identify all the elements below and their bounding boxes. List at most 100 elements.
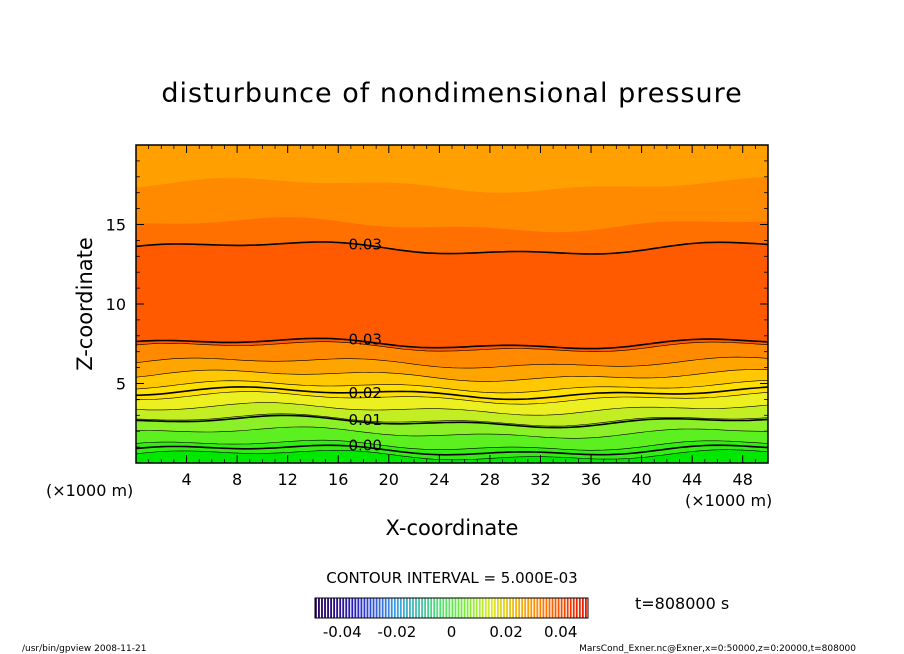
chart-title: disturbunce of nondimensional pressure xyxy=(161,78,742,109)
x-tick-label: 40 xyxy=(631,470,651,489)
colorbar-cell xyxy=(372,598,375,618)
colorbar-cell xyxy=(575,598,578,618)
colorbar-cell xyxy=(439,598,442,618)
colorbar-cell xyxy=(545,598,548,618)
colorbar-cell xyxy=(487,598,490,618)
x-unit-right: (×1000 m) xyxy=(685,491,772,510)
contour-line xyxy=(136,341,768,352)
colorbar-cell xyxy=(460,598,463,618)
colorbar-cell xyxy=(472,598,475,618)
colorbar-cell xyxy=(572,598,575,618)
colorbar-cell xyxy=(442,598,445,618)
colorbar-cell xyxy=(424,598,427,618)
colorbar-cell xyxy=(490,598,493,618)
colorbar-cell xyxy=(369,598,372,618)
contour-interval: CONTOUR INTERVAL = 5.000E-03 xyxy=(326,569,577,587)
colorbar-cell xyxy=(333,598,336,618)
colorbar-cell xyxy=(475,598,478,618)
x-axis-label: X-coordinate xyxy=(386,516,519,540)
colorbar-cell xyxy=(548,598,551,618)
contour-line xyxy=(136,439,768,451)
colorbar-tick-label: -0.02 xyxy=(377,623,416,641)
colorbar-cell xyxy=(396,598,399,618)
colorbar-cell xyxy=(421,598,423,618)
x-tick-label: 20 xyxy=(379,470,399,489)
x-unit-left: (×1000 m) xyxy=(46,481,133,500)
colorbar-cell xyxy=(533,598,536,618)
x-tick-label: 16 xyxy=(328,470,348,489)
colorbar-tick-label: 0.02 xyxy=(489,623,522,641)
contour-band xyxy=(136,241,768,352)
colorbar-cell xyxy=(536,598,539,618)
colorbar-tick-label: 0.04 xyxy=(544,623,577,641)
contour-line xyxy=(136,380,768,394)
colorbar-cell xyxy=(354,598,357,618)
colorbar-cell xyxy=(566,598,569,618)
contour-label: 0.02 xyxy=(349,384,382,402)
colorbar-cell xyxy=(530,598,533,618)
colorbar-cell xyxy=(393,598,396,618)
contour-line xyxy=(136,413,768,427)
contour-label: 0.00 xyxy=(349,437,382,455)
colorbar-cell xyxy=(399,598,402,618)
colorbar-cell xyxy=(342,598,345,618)
colorbar-cell xyxy=(324,598,326,618)
colorbar-cell xyxy=(463,598,466,618)
colorbar-cell xyxy=(478,598,481,618)
colorbar-cell xyxy=(466,598,469,618)
colorbar-cell xyxy=(415,598,417,618)
colorbar-cell xyxy=(412,598,414,618)
colorbar-cell xyxy=(427,598,430,618)
colorbar-cell xyxy=(500,598,502,618)
colorbar-cell xyxy=(360,598,363,618)
y-axis-label: Z-coordinate xyxy=(73,237,97,371)
colorbar-cell xyxy=(454,598,457,618)
colorbar-cell xyxy=(469,598,472,618)
colorbar-cell xyxy=(521,598,524,618)
colorbar-cell xyxy=(581,598,584,618)
x-tick-label: 24 xyxy=(429,470,449,489)
colorbar-cell xyxy=(406,598,408,618)
contour-label: 0.03 xyxy=(349,330,382,348)
colorbar: -0.04 -0.02 0 0.02 0.04 xyxy=(314,597,589,641)
x-tick-label: 4 xyxy=(181,470,191,489)
x-tick-label: 36 xyxy=(581,470,601,489)
colorbar-cell xyxy=(481,598,484,618)
colorbar-cell xyxy=(345,598,348,618)
x-tick-label: 48 xyxy=(733,470,753,489)
colorbar-cell xyxy=(445,598,448,618)
colorbar-cell xyxy=(339,598,342,618)
colorbar-cell xyxy=(375,598,378,618)
colorbar-cell xyxy=(433,598,436,618)
colorbar-cell xyxy=(515,598,518,618)
x-tick-label: 44 xyxy=(682,470,702,489)
time-label: t=808000 s xyxy=(635,594,729,613)
colorbar-cell xyxy=(418,598,420,618)
colorbar-cell xyxy=(524,598,527,618)
colorbar-cell xyxy=(357,598,360,618)
colorbar-cell xyxy=(551,598,554,618)
colorbar-cell xyxy=(336,598,339,618)
colorbar-tick-label: 0 xyxy=(447,623,457,641)
colorbar-cell xyxy=(578,598,581,618)
colorbar-tick-label: -0.04 xyxy=(323,623,362,641)
contour-line xyxy=(136,426,768,439)
colorbar-cell xyxy=(493,598,496,618)
colorbar-cell xyxy=(351,598,354,618)
colorbar-cell xyxy=(542,598,545,618)
colorbar-cell xyxy=(348,598,351,618)
colorbar-cell xyxy=(318,598,320,618)
colorbar-cell xyxy=(518,598,521,618)
colorbar-cell xyxy=(584,598,587,618)
footer-right: MarsCond_Exner.nc@Exner,x=0:50000,z=0:20… xyxy=(579,644,856,654)
colorbar-cell xyxy=(484,598,487,618)
colorbar-frame xyxy=(314,597,589,619)
colorbar-cell xyxy=(451,598,454,618)
colorbar-cell xyxy=(378,598,381,618)
y-tick-label: 5 xyxy=(116,375,126,394)
colorbar-cell xyxy=(509,598,511,618)
colorbar-cell xyxy=(402,598,405,618)
colorbar-cell xyxy=(554,598,557,618)
colorbar-cell xyxy=(366,598,369,618)
